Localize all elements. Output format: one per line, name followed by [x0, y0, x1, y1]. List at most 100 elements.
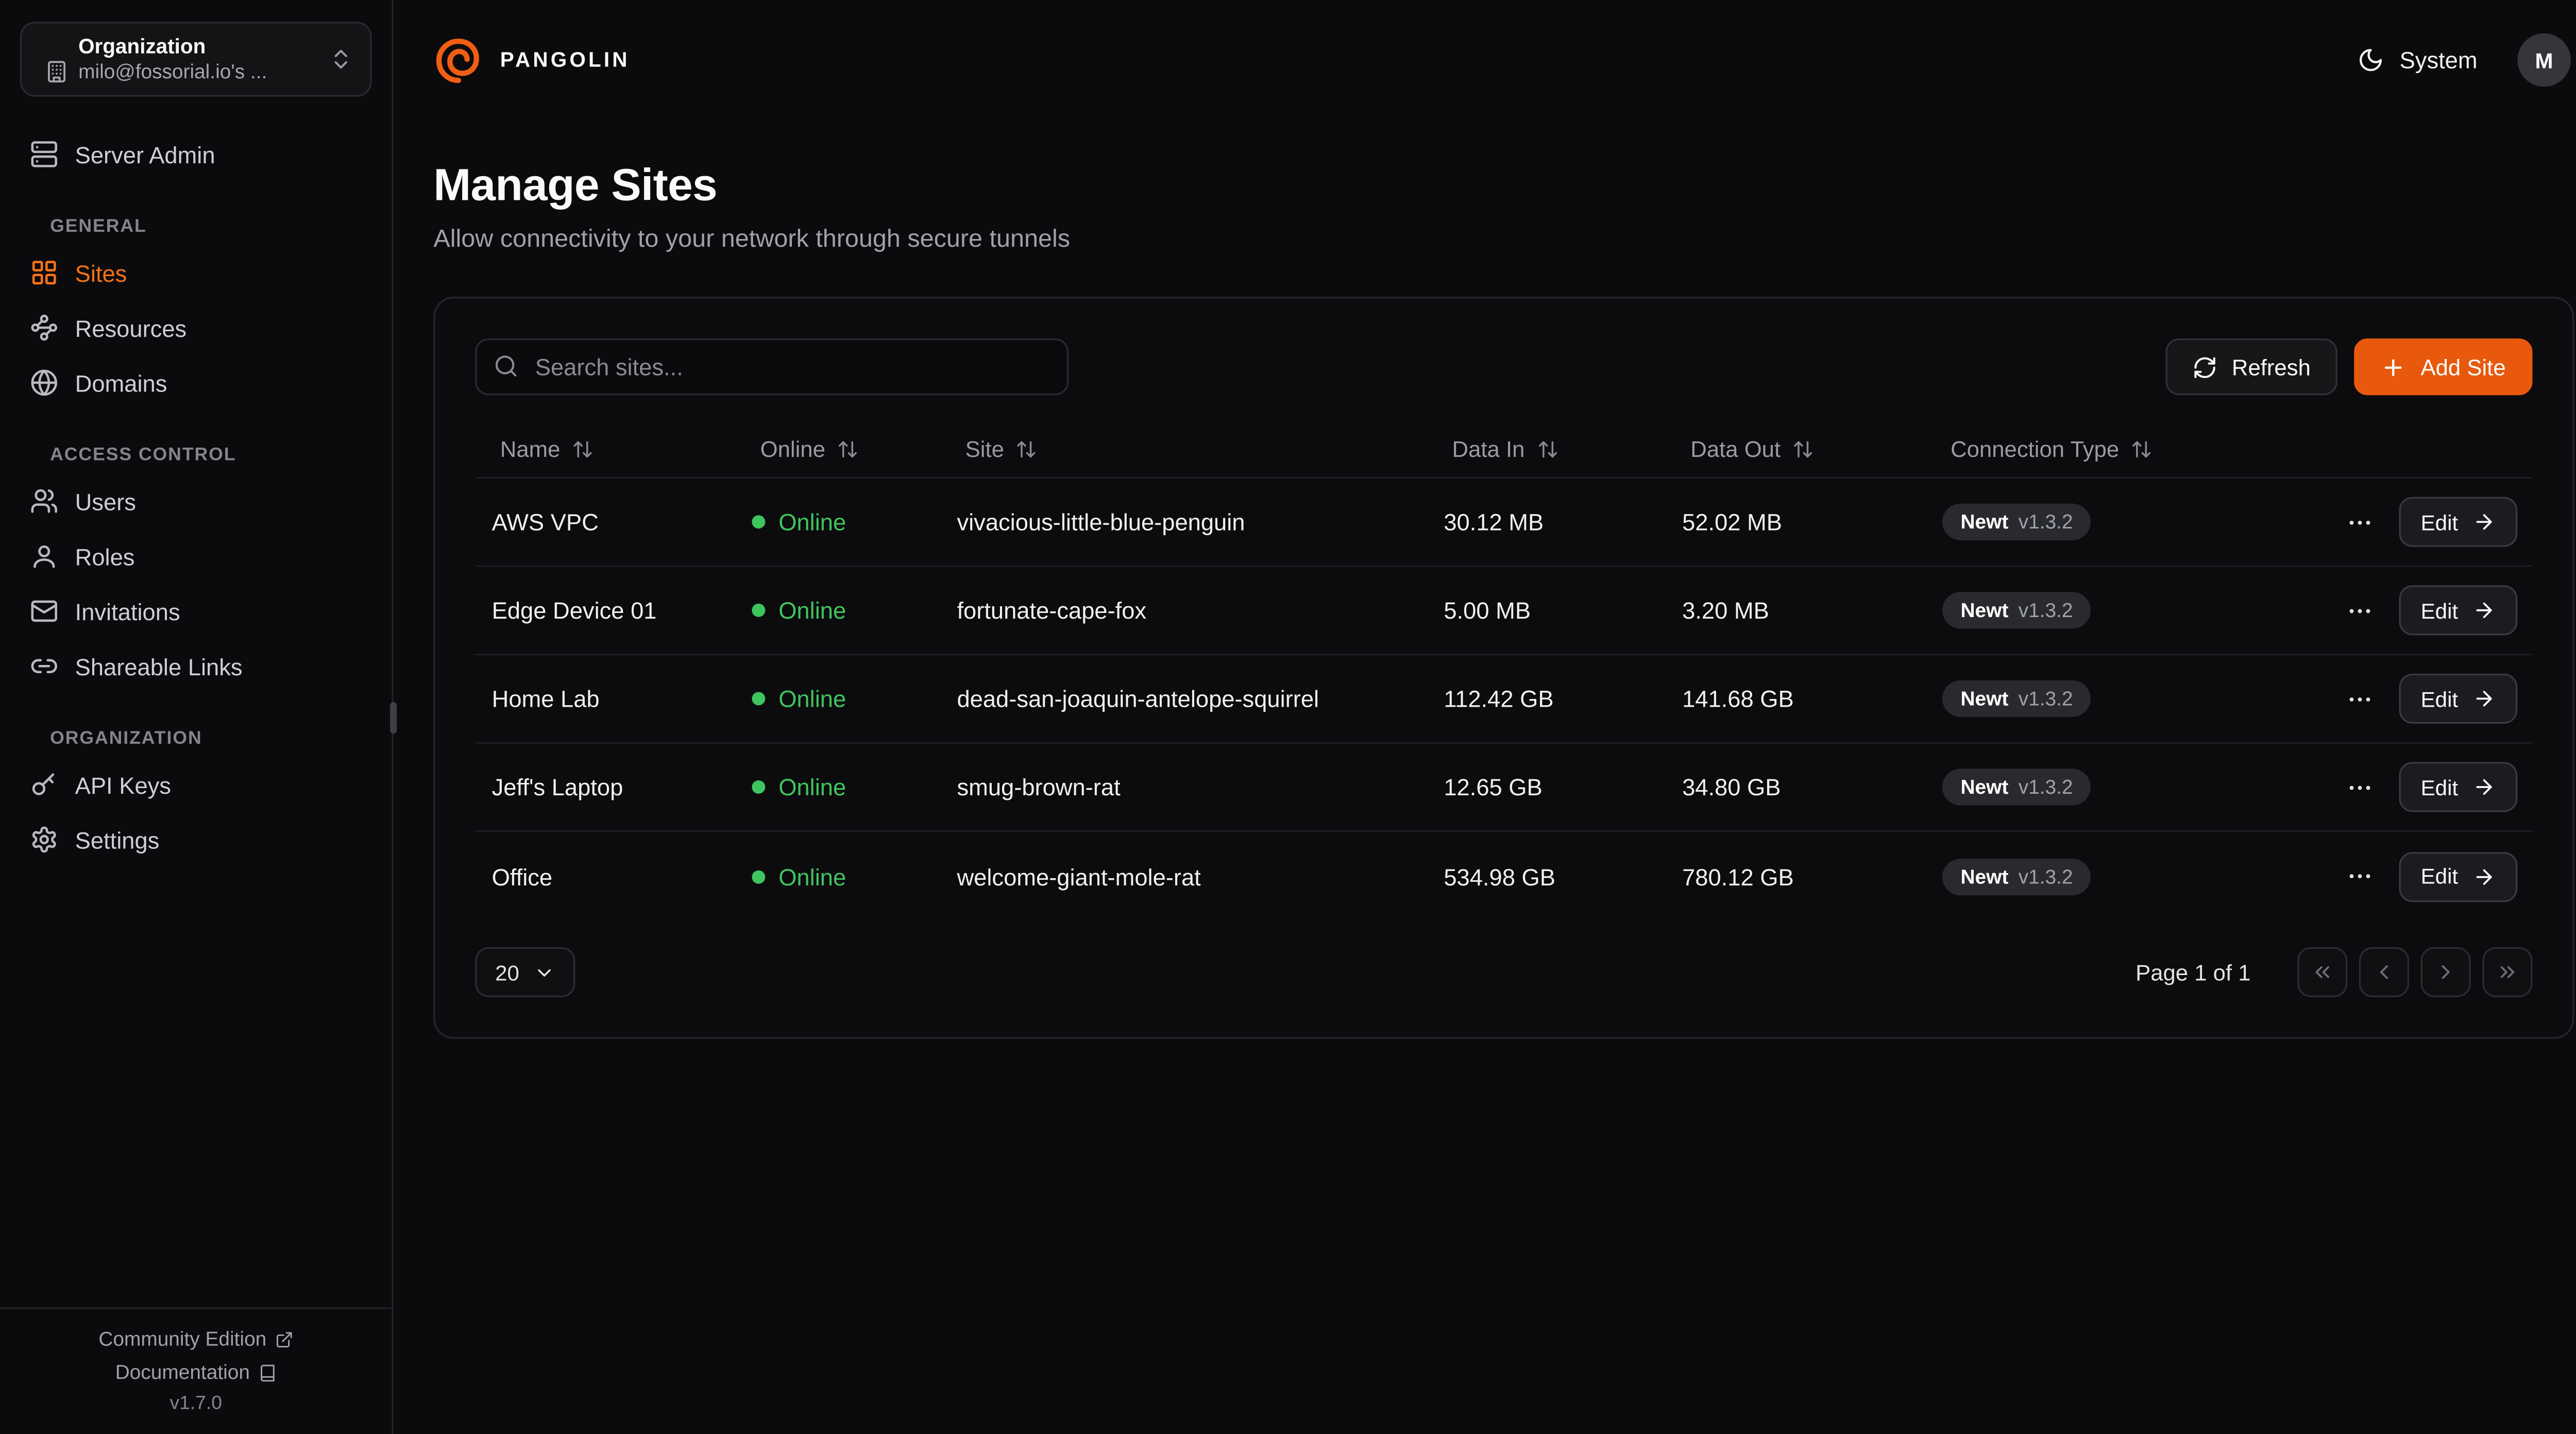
- edit-button[interactable]: Edit: [2399, 851, 2518, 901]
- sort-online-button[interactable]: Online: [735, 436, 859, 461]
- section-heading-general: GENERAL: [50, 216, 147, 237]
- brand: PANGOLIN: [433, 35, 630, 85]
- chevron-right-icon: [2442, 965, 2450, 979]
- theme-label: System: [2399, 46, 2478, 74]
- row-menu-button[interactable]: [2343, 681, 2378, 716]
- sidebar-item-invitations[interactable]: Invitations: [20, 584, 372, 639]
- page-info: Page 1 of 1: [2136, 960, 2251, 985]
- search-icon: [495, 355, 517, 377]
- online-status: Online: [735, 774, 940, 800]
- data-in: 112.42 GB: [1444, 685, 1554, 712]
- user-avatar[interactable]: M: [2517, 33, 2571, 87]
- site-slug: smug-brown-rat: [957, 774, 1121, 800]
- sidebar-item-resources[interactable]: Resources: [20, 300, 372, 355]
- sidebar-item-label: Server Admin: [75, 141, 215, 168]
- edit-button[interactable]: Edit: [2399, 673, 2518, 724]
- sites-table: Name Online Site Data In Data Out Connec…: [475, 422, 2533, 920]
- section-heading-organization: ORGANIZATION: [50, 728, 202, 749]
- site-name: AWS VPC: [492, 508, 599, 536]
- first-page-button[interactable]: [2297, 947, 2348, 997]
- sidebar-item-roles[interactable]: Roles: [20, 528, 372, 584]
- arrow-right-icon: [2477, 868, 2493, 884]
- sort-data-out-button[interactable]: Data Out: [1666, 436, 1814, 461]
- edit-button[interactable]: Edit: [2399, 762, 2518, 812]
- connection-type-badge: Newt v1.3.2: [1942, 592, 2092, 629]
- site-name: Edge Device 01: [492, 596, 657, 624]
- online-status: Online: [735, 597, 940, 624]
- section-heading-access-control: ACCESS CONTROL: [50, 445, 236, 466]
- sidebar-resize-handle[interactable]: [389, 702, 396, 734]
- sidebar-item-label: Users: [75, 487, 136, 515]
- sort-name-button[interactable]: Name: [475, 436, 594, 461]
- sidebar: Organization milo@fossorial.io's ... Ser…: [0, 0, 396, 1434]
- card-footer: 20 Page 1 of 1: [475, 947, 2533, 997]
- sidebar-item-domains[interactable]: Domains: [20, 355, 372, 411]
- org-selector-text: Organization milo@fossorial.io's ...: [45, 35, 328, 83]
- sort-icon: [573, 440, 592, 457]
- row-menu-button[interactable]: [2343, 504, 2378, 539]
- online-dot-icon: [752, 603, 766, 617]
- edit-button[interactable]: Edit: [2399, 585, 2518, 636]
- connection-type-badge: Newt v1.3.2: [1942, 858, 2092, 895]
- data-out: 3.20 MB: [1682, 596, 1769, 624]
- edit-button[interactable]: Edit: [2399, 497, 2518, 547]
- sidebar-item-sites[interactable]: Sites: [20, 245, 372, 300]
- site-name: Jeff's Laptop: [492, 774, 623, 800]
- sites-card: Refresh Add Site Name Online Site Data I…: [433, 297, 2574, 1039]
- pangolin-logo: [436, 38, 479, 83]
- sort-connection-type-button[interactable]: Connection Type: [1926, 436, 2153, 461]
- sort-icon: [1018, 440, 1036, 457]
- last-page-button[interactable]: [2482, 947, 2533, 997]
- table-header-row: Name Online Site Data In Data Out Connec…: [475, 422, 2533, 479]
- connection-type-badge: Newt v1.3.2: [1942, 769, 2092, 806]
- waypoints-icon: [31, 314, 57, 341]
- table-row: Edge Device 01 Online fortunate-cape-fox…: [475, 567, 2533, 656]
- add-site-button[interactable]: Add Site: [2354, 338, 2533, 396]
- sort-data-in-button[interactable]: Data In: [1427, 436, 1558, 461]
- data-in: 534.98 GB: [1444, 863, 1555, 890]
- documentation-link[interactable]: Documentation: [115, 1361, 277, 1384]
- pager: Page 1 of 1: [2136, 947, 2533, 997]
- page-size-select[interactable]: 20: [475, 947, 576, 997]
- data-out: 141.68 GB: [1682, 685, 1794, 712]
- table-row: Home Lab Online dead-san-joaquin-antelop…: [475, 655, 2533, 744]
- community-edition-link[interactable]: Community Edition: [98, 1327, 293, 1351]
- data-in: 5.00 MB: [1444, 596, 1531, 624]
- sidebar-item-api-keys[interactable]: API Keys: [20, 757, 372, 812]
- sidebar-item-label: Shareable Links: [75, 653, 243, 680]
- table-row: Jeff's Laptop Online smug-brown-rat 12.6…: [475, 744, 2533, 832]
- online-dot-icon: [752, 692, 766, 706]
- sort-icon: [1538, 440, 1556, 457]
- online-status: Online: [735, 508, 940, 535]
- sidebar-item-shareable-links[interactable]: Shareable Links: [20, 639, 372, 694]
- sort-site-button[interactable]: Site: [940, 436, 1038, 461]
- row-menu-button[interactable]: [2343, 593, 2378, 628]
- external-link-icon: [276, 1331, 292, 1347]
- prev-page-button[interactable]: [2359, 947, 2409, 997]
- sort-icon: [1794, 440, 1812, 457]
- sidebar-item-server-admin[interactable]: Server Admin: [20, 127, 372, 182]
- sidebar-item-label: Sites: [75, 259, 127, 286]
- refresh-button[interactable]: Refresh: [2165, 338, 2337, 396]
- sidebar-item-users[interactable]: Users: [20, 473, 372, 528]
- row-menu-button[interactable]: [2343, 859, 2378, 894]
- data-out: 780.12 GB: [1682, 863, 1794, 890]
- org-subtitle: milo@fossorial.io's ...: [78, 60, 267, 83]
- refresh-icon: [2194, 356, 2215, 378]
- sort-icon: [2132, 440, 2151, 457]
- search-input[interactable]: [475, 338, 1069, 396]
- next-page-button[interactable]: [2420, 947, 2471, 997]
- site-slug: fortunate-cape-fox: [957, 596, 1147, 624]
- ellipsis-icon: [2349, 874, 2370, 879]
- theme-toggle-button[interactable]: System: [2348, 45, 2487, 75]
- sort-icon: [839, 440, 857, 457]
- sidebar-item-label: Resources: [75, 314, 187, 342]
- page-content: Manage Sites Allow connectivity to your …: [394, 120, 2576, 1039]
- search-box: [475, 338, 1069, 396]
- sidebar-item-label: Settings: [75, 826, 160, 853]
- row-menu-button[interactable]: [2343, 770, 2378, 805]
- sidebar-item-settings[interactable]: Settings: [20, 812, 372, 867]
- chevrons-left-icon: [2315, 966, 2329, 978]
- org-selector[interactable]: Organization milo@fossorial.io's ...: [20, 22, 372, 97]
- topbar: PANGOLIN System M: [394, 0, 2576, 120]
